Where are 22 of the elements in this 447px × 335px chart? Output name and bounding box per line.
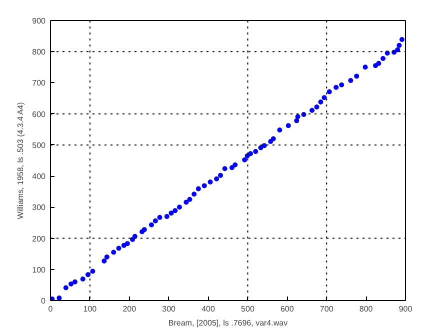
- x-tick-label: 300: [162, 304, 176, 314]
- y-tick-label: 800: [32, 48, 46, 57]
- y-tick-label: 700: [32, 78, 46, 88]
- y-tick-label: 100: [32, 265, 46, 274]
- x-tick-label: 100: [83, 304, 98, 314]
- y-axis-title: Williams, 1958, ls .503 (4.3.4 A4): [16, 102, 26, 220]
- x-tick-label: 500: [241, 304, 255, 314]
- x-axis-title: Bream, [2005], ls .7696, var4.wav: [168, 318, 288, 328]
- x-tick-label: 600: [280, 304, 294, 314]
- y-tick-label: 300: [32, 203, 46, 212]
- y-tick-label: 500: [32, 140, 46, 150]
- y-tick-label: 400: [32, 172, 46, 182]
- x-tick-label: 200: [122, 304, 137, 314]
- y-tick-label: 0: [41, 296, 46, 306]
- x-tick-label: 700: [320, 304, 334, 314]
- y-tick-label: 200: [32, 234, 46, 244]
- x-tick-label: 800: [359, 304, 374, 314]
- x-tick-label: 400: [202, 304, 216, 314]
- x-tick-label: 900: [398, 304, 413, 314]
- y-tick-label: 900: [32, 16, 46, 26]
- x-tick-label: 0: [48, 304, 54, 314]
- y-tick-label: 600: [32, 110, 46, 119]
